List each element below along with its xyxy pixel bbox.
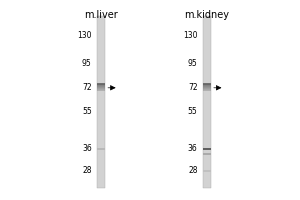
Bar [203, 85, 211, 86]
Bar [203, 84, 211, 85]
Bar [97, 85, 105, 86]
Bar [97, 83, 105, 85]
Text: 28: 28 [188, 166, 198, 175]
Bar [203, 83, 211, 85]
Text: m.kidney: m.kidney [184, 10, 230, 20]
Bar [203, 170, 211, 172]
Text: 95: 95 [82, 59, 92, 68]
Bar [97, 89, 105, 90]
Bar [203, 89, 211, 90]
Bar [203, 148, 211, 150]
Text: 130: 130 [183, 31, 198, 40]
Bar [203, 90, 211, 91]
Text: 72: 72 [82, 83, 92, 92]
Bar [203, 153, 211, 155]
Bar [97, 87, 105, 88]
Bar [97, 90, 105, 91]
Text: 36: 36 [82, 144, 92, 153]
Text: 55: 55 [82, 107, 92, 116]
Bar [97, 84, 105, 85]
Bar [203, 86, 211, 87]
Text: 36: 36 [188, 144, 198, 153]
Bar [97, 86, 105, 87]
Text: 130: 130 [77, 31, 92, 40]
Text: 72: 72 [188, 83, 198, 92]
Bar [97, 148, 105, 150]
Text: 28: 28 [82, 166, 92, 175]
Bar [97, 88, 105, 89]
Text: 95: 95 [188, 59, 198, 68]
Bar [97, 16, 105, 188]
Bar [203, 87, 211, 88]
Text: 55: 55 [188, 107, 198, 116]
Bar [203, 88, 211, 89]
Text: m.liver: m.liver [84, 10, 118, 20]
Bar [203, 16, 211, 188]
